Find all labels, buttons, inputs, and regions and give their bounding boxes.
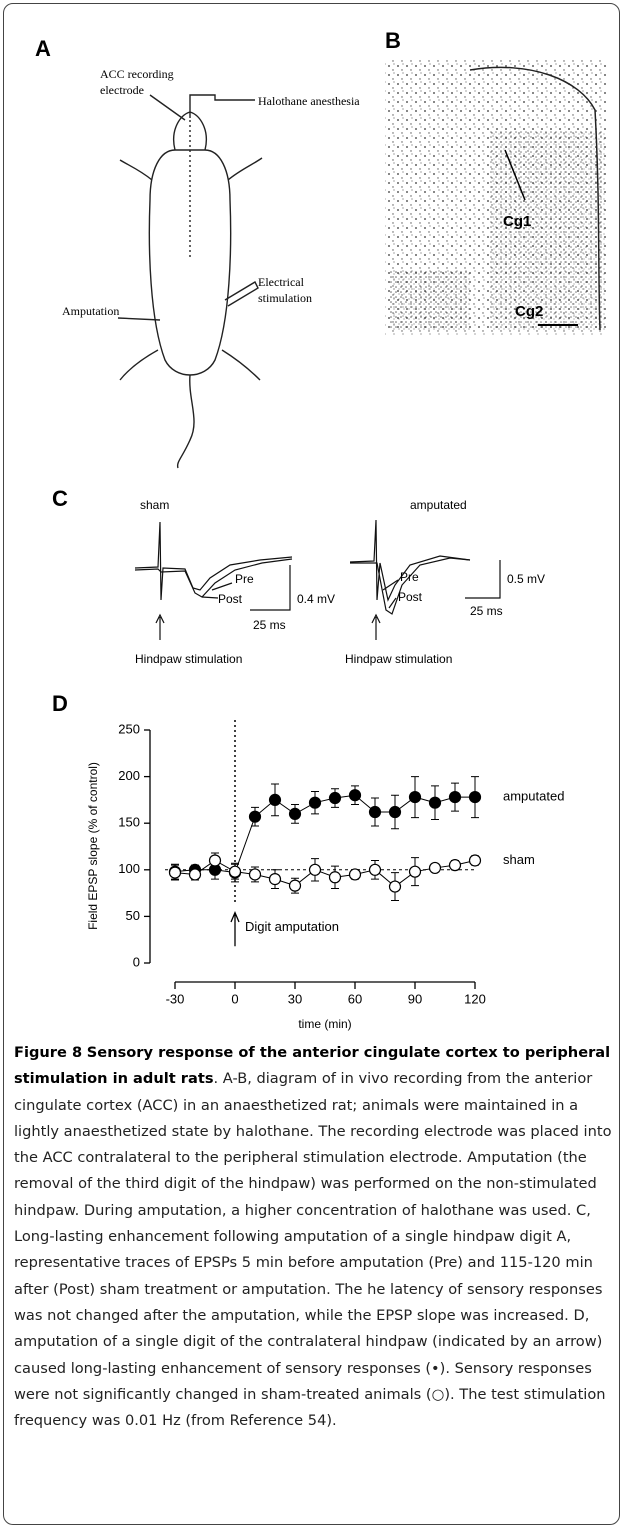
data-point (388, 805, 402, 819)
trace-label: Post (398, 590, 423, 604)
scale-label: 25 ms (470, 604, 503, 618)
data-point (468, 854, 482, 867)
micrograph-dense (490, 130, 605, 330)
data-point (348, 789, 362, 802)
data-point (228, 865, 242, 878)
trace-title: sham (140, 498, 169, 512)
y-tick-label: 200 (118, 768, 140, 783)
y-tick-label: 50 (126, 908, 140, 923)
data-point (368, 863, 382, 876)
annotation: Electrical (258, 275, 305, 289)
data-point (188, 868, 202, 881)
annotation: electrode (100, 83, 144, 97)
data-point (408, 865, 422, 878)
panel-label: B (385, 28, 401, 53)
region-label: Cg1 (503, 213, 531, 230)
rat-diagram (117, 94, 263, 469)
annotation: Amputation (62, 304, 119, 318)
scale-label: 0.5 mV (507, 572, 545, 586)
stimulus-label: Hindpaw stimulation (345, 652, 452, 666)
series-label: sham (503, 852, 535, 867)
data-point (328, 871, 342, 884)
region-label: Cg2 (515, 303, 543, 320)
trace-label: Post (218, 592, 243, 606)
x-tick-label: 60 (348, 991, 362, 1006)
data-point (428, 796, 442, 809)
y-axis-label: Field EPSP slope (% of control) (86, 762, 100, 930)
annotation: ACC recording (100, 67, 174, 81)
trace-label: Pre (400, 570, 419, 584)
x-tick-label: 90 (408, 991, 422, 1006)
stimulus-label: Hindpaw stimulation (135, 652, 242, 666)
data-point (288, 807, 302, 820)
y-tick-label: 150 (118, 815, 140, 830)
data-point (288, 879, 302, 892)
panel-label: D (52, 691, 68, 716)
annotation-arrow (230, 911, 240, 947)
panel-label: A (35, 36, 51, 61)
annotation: stimulation (258, 291, 312, 305)
y-tick-label: 0 (133, 954, 140, 969)
caption-text: . A-B, diagram of in vivo recording from… (14, 1070, 612, 1430)
arrow (504, 149, 526, 201)
figure: A ACC recording electrode Halothane anes… (35, 28, 607, 1031)
annotation: Halothane anesthesia (258, 94, 360, 108)
x-tick-label: 30 (288, 991, 302, 1006)
data-point (368, 805, 382, 819)
data-point (168, 866, 182, 879)
caption: Figure 8 Sensory response of the anterio… (14, 1040, 612, 1434)
data-point (348, 868, 362, 881)
y-tick-label: 100 (118, 861, 140, 876)
traces (134, 519, 501, 640)
series-label: amputated (503, 789, 564, 804)
data-point (388, 880, 402, 893)
figure-frame (3, 3, 620, 1525)
trace-title: amputated (410, 498, 467, 512)
data-point (248, 868, 262, 881)
caption-label: Figure 8 (14, 1044, 83, 1061)
x-axis-label: time (min) (298, 1017, 351, 1031)
trace-label: Pre (235, 572, 254, 586)
data-point (448, 859, 462, 872)
data-point (468, 791, 482, 804)
scale-label: 25 ms (253, 618, 286, 632)
data-point (428, 861, 442, 875)
data-point (448, 791, 462, 804)
panel-label: C (52, 486, 68, 511)
x-tick-label: 120 (464, 991, 486, 1006)
cortex-edge (469, 66, 601, 331)
data-point (208, 854, 222, 867)
data-point (268, 793, 282, 807)
caption-title: Sensory response of the anterior cingula… (14, 1044, 611, 1088)
data-point (268, 873, 282, 886)
annotation: Digit amputation (245, 919, 339, 934)
series-line (174, 859, 476, 888)
data-point (308, 796, 322, 809)
x-tick-label: -30 (166, 991, 185, 1006)
data-point (408, 791, 422, 804)
scale-label: 0.4 mV (297, 592, 335, 606)
data-point (328, 791, 342, 805)
series-line (174, 794, 475, 874)
x-tick-label: 0 (231, 991, 238, 1006)
data-point (308, 863, 322, 876)
data-point (248, 810, 262, 823)
y-tick-label: 250 (118, 721, 140, 736)
micrograph-dense (390, 270, 470, 330)
